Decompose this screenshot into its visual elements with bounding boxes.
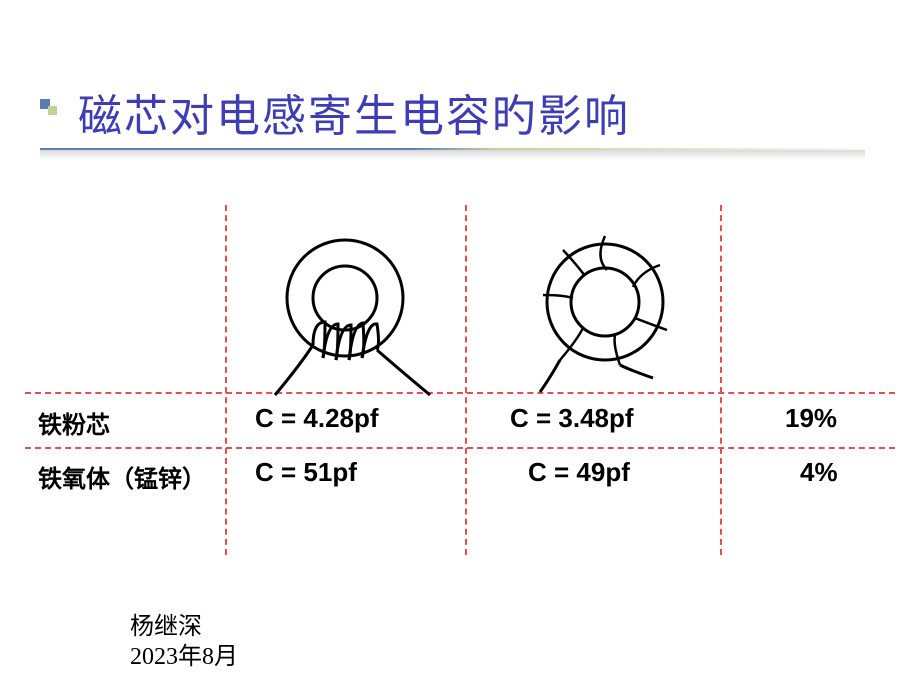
grid-vline-3 (720, 205, 722, 555)
grid-vline-1 (225, 205, 227, 555)
row1-col2-value: C = 3.48pf (510, 403, 634, 434)
row2-col3-value: 4% (800, 457, 838, 488)
grid-hline-1 (25, 392, 895, 394)
footer: 杨继深 2023年8月 (130, 612, 238, 672)
row1-col1-value: C = 4.28pf (255, 403, 379, 434)
row1-label: 铁粉芯 (38, 405, 110, 440)
grid-hline-2 (25, 447, 895, 449)
row2-col2-value: C = 49pf (528, 457, 630, 488)
toroid-close-winding-icon (245, 210, 445, 410)
title-bullet-icon (40, 99, 54, 113)
slide-title: 磁芯对电感寄生电容旳影响 (40, 80, 880, 144)
footer-author: 杨继深 (130, 612, 238, 642)
title-text: 磁芯对电感寄生电容旳影响 (78, 92, 630, 141)
row2-col1-value: C = 51pf (255, 457, 357, 488)
row1-col3-value: 19% (785, 403, 837, 434)
toroid-distributed-winding-icon (505, 210, 705, 410)
footer-date: 2023年8月 (130, 642, 238, 672)
title-shadow (40, 150, 865, 160)
row2-label: 铁氧体（锰锌） (38, 459, 206, 494)
grid-vline-2 (465, 205, 467, 555)
